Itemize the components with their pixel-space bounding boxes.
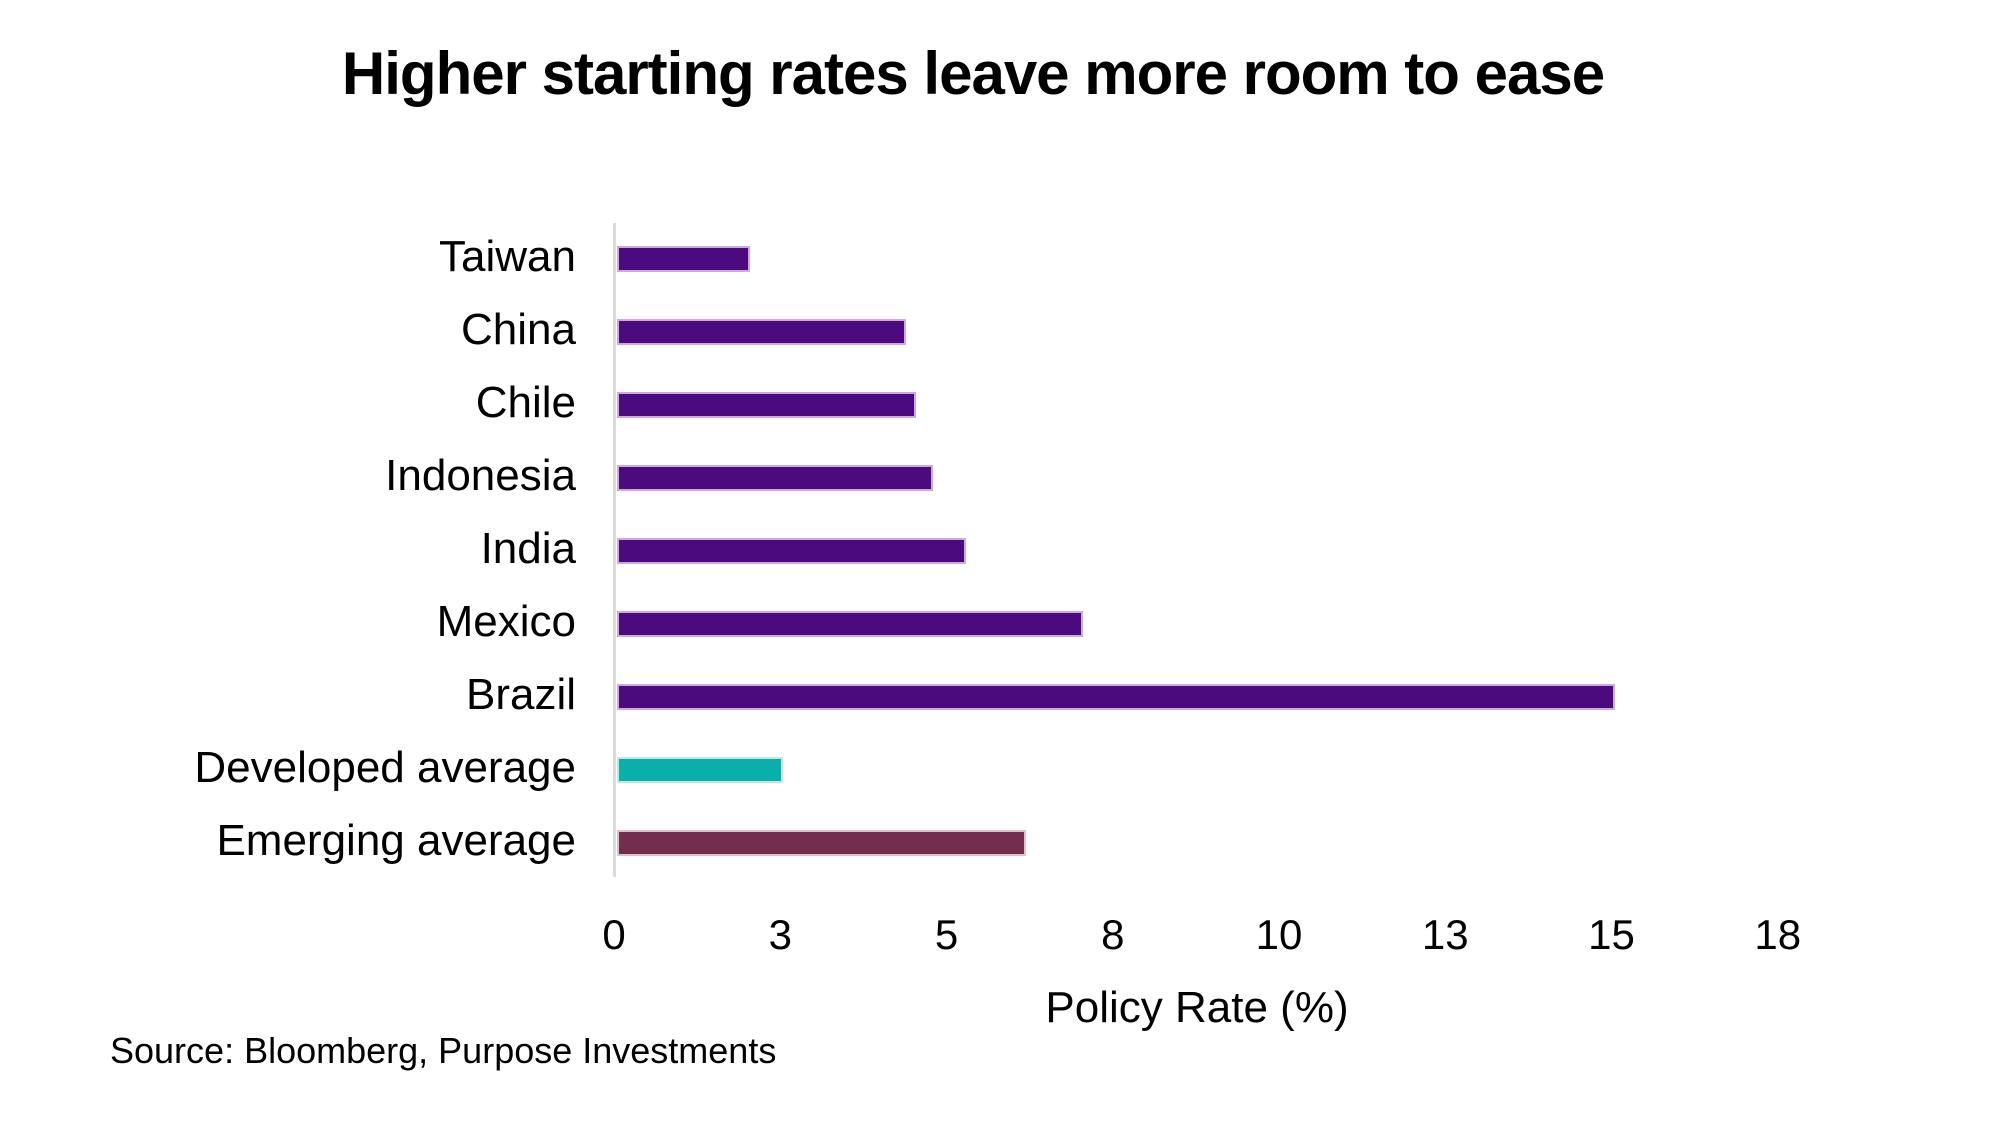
- bar-taiwan: [617, 246, 750, 273]
- x-tick-8: 8: [1101, 911, 1125, 958]
- bar-row-china: China: [0, 296, 2000, 369]
- bar-row-mexico: Mexico: [0, 588, 2000, 661]
- bar-row-taiwan: Taiwan: [0, 223, 2000, 296]
- x-tick-0: 0: [602, 911, 626, 958]
- category-label-chile: Chile: [475, 378, 576, 428]
- bar-row-chile: Chile: [0, 369, 2000, 442]
- category-label-indonesia: Indonesia: [385, 451, 576, 501]
- x-axis-title: Policy Rate (%): [1045, 983, 1349, 1032]
- bar-row-emerging-average: Emerging average: [0, 806, 2000, 879]
- category-label-brazil: Brazil: [465, 669, 576, 719]
- x-tick-10: 10: [1255, 911, 1303, 958]
- category-label-china: China: [461, 305, 576, 355]
- chart-title: Higher starting rates leave more room to…: [341, 40, 1605, 107]
- category-label-india: India: [480, 524, 576, 574]
- bar-emerging-average: [617, 829, 1026, 856]
- x-tick-13: 13: [1421, 911, 1469, 958]
- bar-developed-average: [617, 756, 783, 783]
- bar-row-indonesia: Indonesia: [0, 442, 2000, 515]
- x-tick-5: 5: [934, 911, 959, 958]
- x-tick-15: 15: [1588, 911, 1635, 958]
- category-label-mexico: Mexico: [436, 596, 576, 646]
- category-label-emerging-average: Emerging average: [216, 815, 576, 865]
- x-tick-3: 3: [768, 911, 792, 958]
- bar-row-brazil: Brazil: [0, 660, 2000, 733]
- bar-mexico: [617, 610, 1083, 637]
- bar-chile: [617, 392, 916, 419]
- x-tick-18: 18: [1754, 911, 1802, 958]
- bar-china: [617, 319, 906, 346]
- source-note: Source: Bloomberg, Purpose Investments: [110, 1030, 777, 1071]
- bar-row-developed-average: Developed average: [0, 733, 2000, 806]
- bar-indonesia: [617, 465, 933, 492]
- bar-row-india: India: [0, 515, 2000, 588]
- bar-india: [617, 538, 966, 565]
- bar-brazil: [617, 683, 1615, 710]
- category-label-developed-average: Developed average: [194, 742, 576, 792]
- category-label-taiwan: Taiwan: [439, 232, 576, 282]
- y-axis-line: [613, 223, 616, 877]
